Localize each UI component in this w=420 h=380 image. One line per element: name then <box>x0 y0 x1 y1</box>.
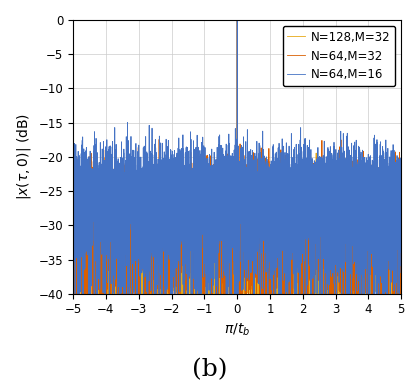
N=64,M=16 <box>73 291 78 296</box>
N=64,M=32 <box>194 220 200 224</box>
N=64,M=16 <box>399 175 404 179</box>
N=64,M=32 <box>71 173 76 177</box>
N=128,M=32 <box>149 213 154 217</box>
X-axis label: $\pi/t_b$: $\pi/t_b$ <box>224 322 250 339</box>
N=128,M=32 <box>71 291 76 296</box>
Line: N=64,M=16: N=64,M=16 <box>73 20 402 294</box>
N=64,M=32 <box>71 291 76 296</box>
N=64,M=32 <box>149 173 154 178</box>
Line: N=64,M=32: N=64,M=32 <box>73 20 402 294</box>
N=64,M=32 <box>396 268 402 272</box>
Y-axis label: $|x(\tau,0)|$ (dB): $|x(\tau,0)|$ (dB) <box>15 113 33 200</box>
N=64,M=32 <box>147 190 152 194</box>
N=64,M=32 <box>218 182 223 187</box>
N=64,M=16 <box>71 191 76 195</box>
N=128,M=32 <box>235 18 240 22</box>
N=128,M=32 <box>150 222 155 226</box>
N=128,M=32 <box>71 250 76 254</box>
Legend: N=128,M=32, N=64,M=32, N=64,M=16: N=128,M=32, N=64,M=32, N=64,M=16 <box>283 26 395 86</box>
N=128,M=32 <box>194 231 200 236</box>
N=64,M=16 <box>150 153 155 157</box>
N=128,M=32 <box>399 227 404 231</box>
N=128,M=32 <box>396 226 402 230</box>
N=64,M=16 <box>396 226 402 230</box>
N=64,M=16 <box>235 18 240 22</box>
N=64,M=16 <box>218 220 223 225</box>
N=64,M=16 <box>147 210 152 214</box>
N=64,M=16 <box>149 159 154 163</box>
Text: (b): (b) <box>192 358 228 380</box>
N=64,M=32 <box>235 18 240 22</box>
N=64,M=16 <box>194 189 200 194</box>
N=64,M=32 <box>150 226 155 230</box>
N=128,M=32 <box>218 291 223 296</box>
Line: N=128,M=32: N=128,M=32 <box>73 20 402 294</box>
N=128,M=32 <box>147 217 152 221</box>
N=64,M=32 <box>399 247 404 252</box>
